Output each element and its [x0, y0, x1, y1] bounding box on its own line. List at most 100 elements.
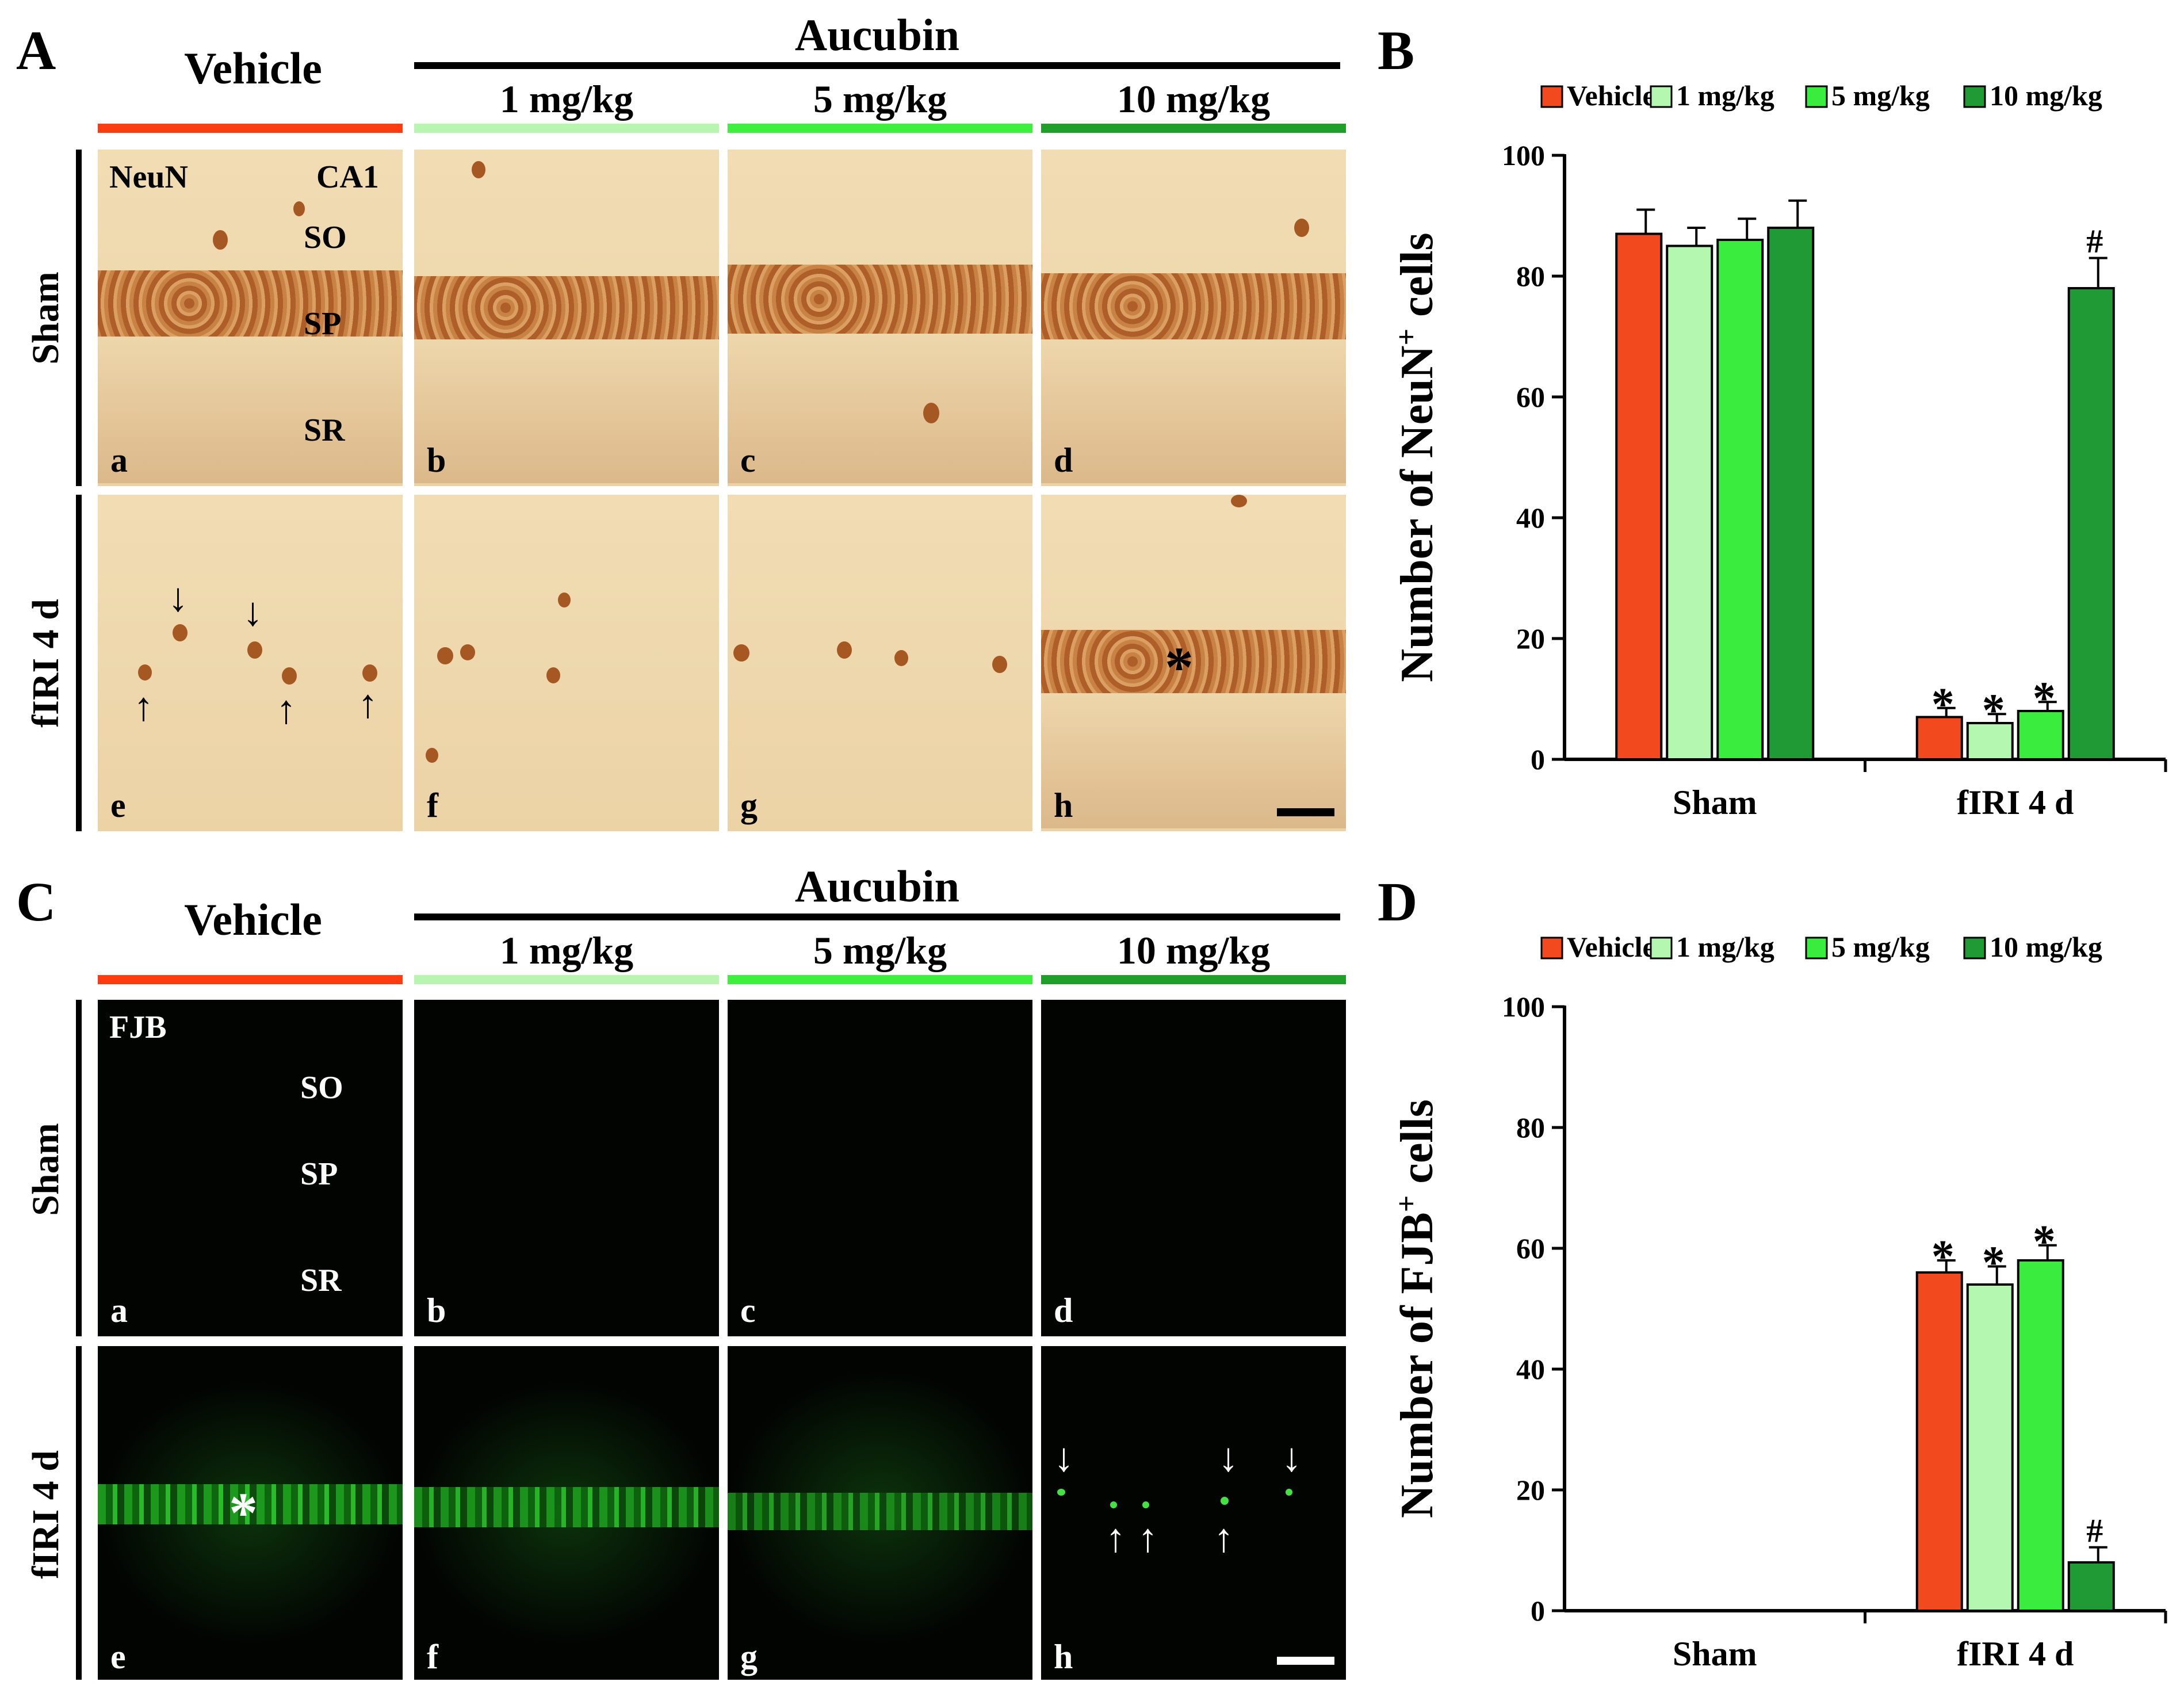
micrograph-fjb-sham-vehicle: FJB SO SP SR a	[98, 1000, 403, 1336]
dose-5-a: 5 mg/kg	[813, 77, 947, 121]
sublabel-f-fjb: f	[427, 1638, 438, 1676]
legend-swatch-0	[1540, 85, 1563, 108]
legend-swatch-3	[1963, 85, 1986, 108]
y-axis-label: Number of NeuN+ cells	[1390, 232, 1443, 682]
layer-so-a: SO	[304, 220, 347, 255]
panel-label-d: D	[1378, 871, 1418, 932]
micrograph-neun-firi-dose1: f	[414, 495, 719, 831]
layer-sp-c: SP	[300, 1156, 338, 1192]
sublabel-e-neun: e	[110, 786, 126, 824]
micrograph-neun-sham-dose10: d	[1041, 150, 1346, 486]
bar-1mgkg-0	[1666, 244, 1713, 760]
legend-swatch-2	[1805, 937, 1828, 960]
sublabel-c-neun: c	[740, 441, 756, 479]
y-tick-label: 80	[1516, 1111, 1545, 1144]
legend-swatch-1	[1650, 85, 1673, 108]
bar-10mgkg-0	[1767, 227, 1815, 760]
dose-1-a: 1 mg/kg	[499, 77, 634, 121]
arrow-up-icon: ↑	[1138, 1516, 1158, 1561]
legend-label-1: 1 mg/kg	[1676, 79, 1774, 112]
arrow-down-icon: ↓	[168, 576, 188, 620]
x-category-label: Sham	[1673, 1635, 1757, 1673]
bar-10mgkg-1	[2067, 1561, 2115, 1612]
dose5-colorbar-a	[728, 124, 1032, 133]
firi-rowbar-a	[76, 495, 82, 831]
firi-rowlabel-c: fIRI 4 d	[25, 1450, 67, 1579]
asterisk-mark-fjb: *	[229, 1481, 258, 1545]
micrograph-neun-firi-vehicle: ↓ ↓ ↑ ↑ ↑ e	[98, 495, 403, 831]
y-axis-label: Number of FJB+ cells	[1390, 1099, 1443, 1518]
firi-rowbar-c	[76, 1346, 82, 1680]
significance-mark: *	[1982, 685, 2005, 736]
bar-Vehicle-1	[1915, 1271, 1963, 1612]
micrograph-neun-sham-vehicle: NeuN CA1 SO SP SR a	[98, 150, 403, 486]
sublabel-b-fjb: b	[427, 1291, 446, 1329]
y-tick-label: 60	[1516, 381, 1545, 413]
bar-1mgkg-1	[1966, 1283, 2014, 1612]
scale-bar-fjb	[1277, 1657, 1334, 1665]
panel-label-c: C	[16, 871, 56, 932]
micrograph-fjb-firi-dose1: f	[414, 1346, 719, 1680]
significance-mark: #	[2086, 1512, 2103, 1549]
significance-mark: *	[1982, 1238, 2005, 1289]
dose1-colorbar-a	[414, 124, 719, 133]
y-tick-label: 60	[1516, 1232, 1545, 1264]
arrow-down-icon: ↓	[1218, 1436, 1238, 1480]
layer-sp-a: SP	[304, 306, 342, 342]
layer-so-c: SO	[300, 1070, 343, 1106]
micrograph-fjb-firi-dose5: g	[728, 1346, 1032, 1680]
dose-10-a: 10 mg/kg	[1116, 77, 1271, 121]
dose-5-c: 5 mg/kg	[813, 928, 947, 972]
micrograph-fjb-firi-vehicle: * e	[98, 1346, 403, 1680]
sham-rowlabel-a: Sham	[25, 272, 67, 365]
legend-label-3: 10 mg/kg	[1990, 931, 2102, 963]
legend-swatch-0	[1540, 937, 1563, 960]
micrograph-neun-firi-dose10: * h	[1041, 495, 1346, 831]
y-tick-label: 40	[1516, 1353, 1545, 1385]
sublabel-a-fjb: a	[110, 1291, 128, 1329]
scale-bar-neun	[1277, 808, 1334, 816]
firi-rowlabel-a: fIRI 4 d	[25, 599, 67, 728]
arrow-down-icon: ↓	[1054, 1436, 1074, 1480]
panel-label-b: B	[1378, 20, 1415, 81]
arrow-up-icon: ↑	[358, 682, 378, 727]
vehicle-colorbar-c	[98, 975, 403, 984]
dose10-colorbar-a	[1041, 124, 1346, 133]
aucubin-bracket-a	[414, 62, 1340, 69]
region-label-ca1: CA1	[316, 159, 379, 195]
legend-swatch-2	[1805, 85, 1828, 108]
sublabel-d-neun: d	[1054, 441, 1073, 479]
legend-label-2: 5 mg/kg	[1831, 79, 1930, 112]
sublabel-d-fjb: d	[1054, 1291, 1073, 1329]
x-category-label: Sham	[1673, 783, 1757, 821]
x-category-label: fIRI 4 d	[1957, 783, 2074, 821]
bar-5mgkg-1	[2017, 1259, 2064, 1612]
sublabel-b-neun: b	[427, 441, 446, 479]
significance-mark: *	[1931, 1232, 1954, 1282]
significance-mark: *	[2033, 673, 2056, 724]
sublabel-f-neun: f	[427, 786, 438, 824]
y-tick-label: 20	[1516, 1474, 1545, 1506]
vehicle-header-a: Vehicle	[184, 43, 322, 93]
significance-mark: *	[2033, 1217, 2056, 1267]
panel-label-a: A	[16, 20, 56, 81]
legend-label-2: 5 mg/kg	[1831, 931, 1930, 963]
dose5-colorbar-c	[728, 975, 1032, 984]
bar-10mgkg-1	[2067, 287, 2115, 760]
arrow-down-icon: ↓	[243, 590, 263, 635]
legend-label-0: Vehicle	[1567, 931, 1655, 963]
arrow-up-icon: ↑	[1106, 1516, 1126, 1561]
aucubin-bracket-c	[414, 914, 1340, 920]
chart-d: Vehicle 1 mg/kg 5 mg/kg 10 mg/kg 0 20 40 60 80 10…	[1390, 931, 2167, 1673]
micrograph-neun-sham-dose1: b	[414, 150, 719, 486]
stain-label-neun: NeuN	[109, 159, 188, 195]
stain-label-fjb: FJB	[109, 1010, 167, 1045]
aucubin-header-c: Aucubin	[794, 861, 960, 911]
asterisk-mark-neun: *	[1165, 635, 1194, 699]
micrograph-neun-firi-dose5: g	[728, 495, 1032, 831]
aucubin-header-a: Aucubin	[794, 10, 960, 60]
legend-swatch-3	[1963, 937, 1986, 960]
dose1-colorbar-c	[414, 975, 719, 984]
y-tick-label: 0	[1531, 743, 1545, 775]
micrograph-fjb-sham-dose1: b	[414, 1000, 719, 1336]
